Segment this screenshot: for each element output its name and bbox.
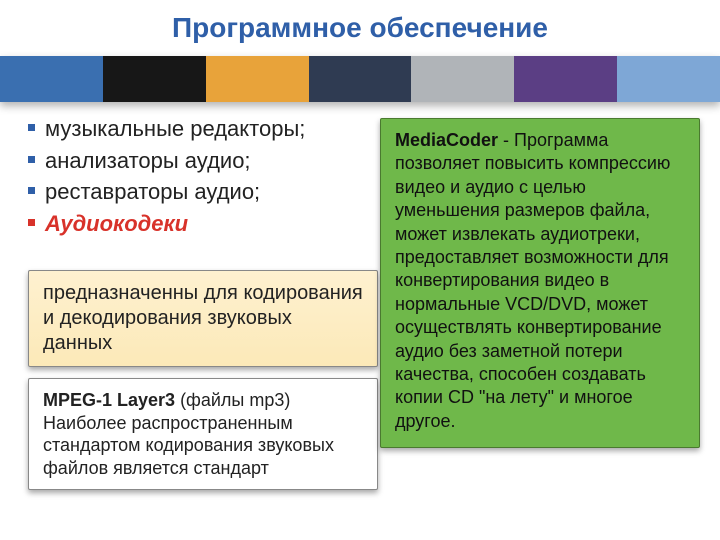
decorative-banner [0,56,720,102]
mpeg-rest: Наиболее распространенным стандартом код… [43,413,334,478]
definition-box: предназначенны для кодирования и декодир… [28,270,378,367]
bullet-list: музыкальные редакторы;анализаторы аудио;… [28,114,368,241]
bullet-icon [28,219,35,226]
bullet-icon [28,124,35,131]
list-item: реставраторы аудио; [28,177,368,207]
slide: Программное обеспечение музыкальные реда… [0,0,720,540]
mpeg-box: MPEG-1 Layer3 (файлы mp3) Наиболее распр… [28,378,378,490]
list-item: Аудиокодеки [28,209,368,239]
mediacoder-bold: MediaCoder [395,130,498,150]
bullet-icon [28,156,35,163]
banner-segment [514,56,617,102]
banner-segment [0,56,103,102]
list-item-label: Аудиокодеки [45,209,188,239]
banner-segment [206,56,309,102]
banner-segment [411,56,514,102]
list-item: анализаторы аудио; [28,146,368,176]
list-item-label: музыкальные редакторы; [45,114,305,144]
mpeg-bold: MPEG-1 Layer3 [43,390,175,410]
banner-segment [617,56,720,102]
bullet-icon [28,187,35,194]
list-item: музыкальные редакторы; [28,114,368,144]
banner-segment [309,56,412,102]
list-item-label: реставраторы аудио; [45,177,260,207]
page-title: Программное обеспечение [0,12,720,44]
mpeg-paren: (файлы mp3) [175,390,290,410]
mediacoder-box: MediaCoder - Программа позволяет повысит… [380,118,700,448]
mediacoder-rest: - Программа позволяет повысить компресси… [395,130,670,431]
banner-segment [103,56,206,102]
list-item-label: анализаторы аудио; [45,146,251,176]
